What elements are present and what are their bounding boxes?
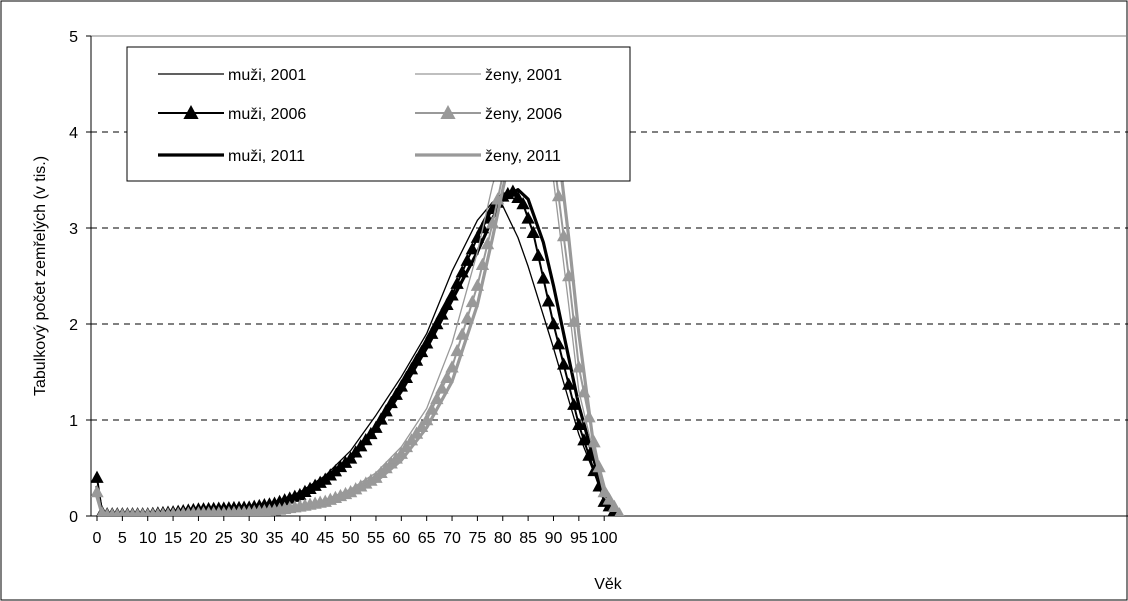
- series-1-marker: [562, 377, 576, 390]
- legend-label-1: muži, 2006: [228, 106, 306, 123]
- x-tick-label-5: 25: [215, 530, 233, 547]
- series-1-marker: [435, 307, 449, 320]
- series-4-marker: [440, 370, 454, 384]
- x-tick-label-0: 0: [93, 530, 102, 547]
- x-tick-label-19: 95: [570, 530, 588, 547]
- series-lines: [91, 67, 625, 516]
- series-1-marker: [430, 317, 444, 330]
- series-1-marker: [379, 404, 393, 417]
- x-tick-label-9: 45: [316, 530, 334, 547]
- x-tick-label-7: 35: [266, 530, 284, 547]
- x-tick-label-15: 75: [469, 530, 487, 547]
- series-1-marker: [531, 248, 545, 261]
- x-tick-label-4: 20: [190, 530, 208, 547]
- x-tick-label-10: 50: [342, 530, 360, 547]
- legend-marker-4: [440, 105, 456, 119]
- y-tick-label-1: 1: [69, 413, 78, 430]
- series-1-marker: [577, 433, 591, 446]
- series-1-marker: [374, 412, 388, 425]
- x-tick-label-12: 60: [392, 530, 410, 547]
- x-tick-label-20: 100: [591, 530, 618, 547]
- x-tick-label-17: 85: [519, 530, 537, 547]
- series-1-marker: [445, 288, 459, 301]
- series-1-marker: [91, 470, 104, 483]
- series-4-marker: [435, 381, 449, 394]
- legend-label-5: ženy, 2011: [485, 148, 561, 165]
- legend: muži, 2001 ženy, 2001 muži, 2006 ženy, 2006…: [126, 46, 631, 182]
- legend-item-2: muži, 2011: [158, 148, 305, 165]
- y-tick-label-2: 2: [69, 317, 78, 334]
- x-tick-label-2: 10: [139, 530, 157, 547]
- legend-label-4: ženy, 2006: [485, 106, 562, 123]
- y-axis-title: Tabulkový počet zemřelých (v tis.): [32, 156, 49, 396]
- x-tick-label-14: 70: [443, 530, 461, 547]
- series-1-marker: [359, 432, 373, 446]
- series-1-marker: [364, 426, 378, 440]
- legend-item-1: muži, 2006: [158, 105, 306, 123]
- series-1-marker: [567, 397, 581, 410]
- series-4-marker: [551, 189, 566, 202]
- legend-label-2: muži, 2011: [228, 148, 305, 165]
- x-tick-label-6: 30: [240, 530, 258, 547]
- legend-item-3: ženy, 2001: [415, 67, 562, 84]
- legend-items: muži, 2001 ženy, 2001 muži, 2006 ženy, 2006…: [158, 67, 562, 165]
- series-4-marker: [91, 485, 104, 498]
- x-tick-label-1: 5: [118, 530, 127, 547]
- legend-item-0: muži, 2001: [158, 67, 306, 84]
- legend-marker-1: [183, 105, 199, 119]
- legend-label-3: ženy, 2001: [485, 67, 562, 84]
- x-tick-label-8: 40: [291, 530, 309, 547]
- series-1-marker: [511, 190, 525, 204]
- y-tick-label-3: 3: [69, 221, 78, 238]
- series-1-marker: [541, 294, 556, 307]
- legend-label-0: muži, 2001: [228, 67, 306, 84]
- series-1-marker: [556, 357, 571, 370]
- x-tick-label-18: 90: [545, 530, 563, 547]
- series-1-marker: [572, 417, 586, 431]
- series-1-marker: [521, 211, 535, 224]
- series-1-marker: [551, 337, 566, 350]
- x-tick-label-11: 55: [367, 530, 385, 547]
- series-1-marker: [546, 317, 561, 330]
- series-1-marker: [354, 439, 368, 452]
- x-tick-label-3: 15: [164, 530, 182, 547]
- series-1-marker: [425, 326, 439, 339]
- series-1-marker: [420, 336, 434, 349]
- series-1-marker: [389, 387, 403, 400]
- y-tick-label-0: 0: [69, 509, 78, 526]
- legend-item-5: ženy, 2011: [415, 148, 561, 165]
- series-1-marker: [343, 451, 358, 464]
- series-4-marker: [465, 294, 479, 308]
- x-tick-label-16: 80: [494, 530, 512, 547]
- x-tick-label-13: 65: [418, 530, 436, 547]
- series-1-marker: [349, 445, 363, 458]
- series-1-marker: [516, 197, 530, 210]
- series-1-marker: [440, 297, 454, 311]
- y-tick-label-4: 4: [69, 125, 78, 142]
- series-1-marker: [384, 395, 398, 409]
- legend-item-4: ženy, 2006: [415, 105, 562, 123]
- series-1-marker: [526, 225, 540, 239]
- y-tick-label-5: 5: [69, 29, 78, 46]
- series-1-marker: [536, 271, 550, 284]
- series-1-marker: [465, 242, 479, 255]
- series-4-marker: [556, 229, 571, 242]
- x-axis-title: Věk: [594, 576, 623, 593]
